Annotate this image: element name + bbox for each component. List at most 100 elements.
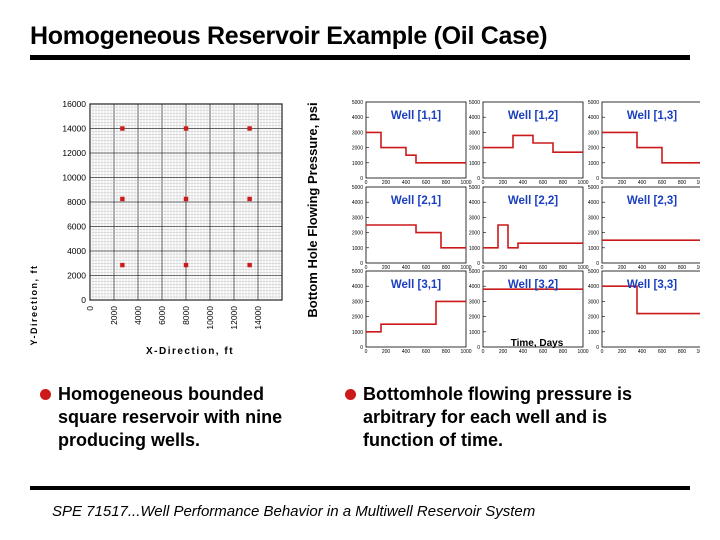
panel-y-tick-label: 3000 <box>352 299 363 305</box>
panel-x-tick-label: 0 <box>601 349 604 355</box>
well-panel: 0 1000 2000 3000 4000 5000 0 200 400 600 800 1000 We… <box>352 100 472 186</box>
panel-y-tick-label: 4000 <box>352 284 363 290</box>
panel-y-tick-label: 0 <box>360 345 363 351</box>
panel-x-tick-label: 600 <box>422 265 431 271</box>
bullet-left-text: Homogeneous bounded square reservoir wit… <box>58 384 283 450</box>
panel-x-tick-label: 800 <box>678 265 687 271</box>
panel-y-tick-label: 5000 <box>588 185 599 191</box>
well-marker <box>247 196 252 202</box>
location-y-tick-label: 2000 <box>67 271 86 281</box>
panel-x-tick-label: 800 <box>678 180 687 186</box>
panel-y-tick-label: 1000 <box>352 330 363 336</box>
panel-x-tick-label: 600 <box>539 180 548 186</box>
panel-y-tick-label: 4000 <box>352 200 363 206</box>
panel-y-tick-label: 0 <box>596 176 599 182</box>
panel-y-tick-label: 0 <box>477 176 480 182</box>
panel-y-tick-label: 2000 <box>352 231 363 237</box>
panel-y-tick-label: 3000 <box>352 130 363 136</box>
panel-x-tick-label: 0 <box>601 180 604 186</box>
well-panel: 0 1000 2000 3000 4000 5000 0 200 400 600 800 1000 We… <box>469 185 589 271</box>
pressure-x-axis-label: Time, Days <box>511 338 564 349</box>
well-marker <box>183 126 189 131</box>
panel-x-tick-label: 800 <box>559 180 568 186</box>
panel-plot-area <box>601 270 700 348</box>
location-x-axis-label: X-Direction, ft <box>146 346 234 357</box>
pressure-series-line <box>366 300 466 333</box>
panel-x-tick-label: 0 <box>482 180 485 186</box>
panel-plot-area <box>601 101 700 179</box>
panel-y-tick-label: 4000 <box>588 200 599 206</box>
well-panel-label: Well [2,2] <box>508 195 558 207</box>
location-y-tick-label: 0 <box>81 295 86 305</box>
well-panel: 0 1000 2000 3000 4000 5000 0 200 400 600 800 1000 We… <box>588 100 700 186</box>
panel-y-tick-label: 4000 <box>469 115 480 121</box>
panel-x-tick-label: 800 <box>559 265 568 271</box>
panel-x-tick-label: 600 <box>539 349 548 355</box>
pressure-series-line <box>366 224 466 249</box>
location-x-tick-label: 4000 <box>133 306 143 325</box>
well-panel-label: Well [2,3] <box>627 195 677 207</box>
panel-x-tick-label: 600 <box>658 180 667 186</box>
panel-x-tick-label: 800 <box>559 349 568 355</box>
panel-x-tick-label: 600 <box>658 349 667 355</box>
location-grid <box>89 103 283 301</box>
panel-y-tick-label: 1000 <box>469 161 480 167</box>
well-marker <box>120 196 125 202</box>
panel-x-tick-label: 1000 <box>577 349 588 355</box>
bullet-right: Bottomhole flowing pressure is arbitrary… <box>345 383 673 452</box>
well-marker <box>183 196 189 202</box>
well-panel-label: Well [3,3] <box>627 279 677 291</box>
location-y-tick-label: 16000 <box>62 100 86 109</box>
panel-x-tick-label: 600 <box>422 180 431 186</box>
panel-x-tick-label: 200 <box>499 349 508 355</box>
location-x-tick-label: 6000 <box>157 306 167 325</box>
panel-x-tick-label: 0 <box>482 349 485 355</box>
bullet-left: Homogeneous bounded square reservoir wit… <box>40 383 318 452</box>
location-y-tick-label: 10000 <box>62 173 86 183</box>
footer-citation: SPE 71517...Well Performance Behavior in… <box>52 503 536 520</box>
well-panel: 0 1000 2000 3000 4000 5000 0 200 400 600 800 1000 We… <box>588 269 700 355</box>
panel-y-tick-label: 3000 <box>588 299 599 305</box>
panel-plot-area <box>601 186 700 264</box>
panel-x-tick-label: 200 <box>618 349 627 355</box>
panel-x-tick-label: 600 <box>422 349 431 355</box>
location-tick-labels: 0 2000 4000 6000 8000 10000 12000 14000 16000 0 20… <box>62 100 263 330</box>
panel-y-tick-label: 1000 <box>588 246 599 252</box>
panel-y-tick-label: 3000 <box>469 215 480 221</box>
location-y-tick-label: 8000 <box>67 197 86 207</box>
panel-y-tick-label: 3000 <box>469 130 480 136</box>
panel-y-tick-label: 2000 <box>352 315 363 321</box>
panel-y-tick-label: 2000 <box>352 146 363 152</box>
panel-x-tick-label: 0 <box>601 265 604 271</box>
panel-y-tick-label: 5000 <box>352 185 363 191</box>
panel-x-tick-label: 600 <box>658 265 667 271</box>
panel-y-tick-label: 4000 <box>469 284 480 290</box>
well-panel: 0 1000 2000 3000 4000 5000 0 200 400 600 800 1000 We… <box>352 185 472 271</box>
panel-x-tick-label: 200 <box>382 349 391 355</box>
location-x-tick-label: 0 <box>85 306 95 311</box>
well-marker <box>120 126 125 131</box>
panel-y-tick-label: 2000 <box>588 146 599 152</box>
location-x-tick-label: 10000 <box>205 306 215 330</box>
bottom-divider <box>30 486 690 490</box>
panel-x-tick-label: 1000 <box>460 265 471 271</box>
panel-y-tick-label: 2000 <box>469 315 480 321</box>
pressure-series-line <box>602 285 700 315</box>
panel-x-tick-label: 400 <box>402 180 411 186</box>
well-marker <box>120 262 125 268</box>
panel-x-tick-label: 800 <box>678 349 687 355</box>
panel-x-tick-label: 400 <box>519 265 528 271</box>
panel-x-tick-label: 200 <box>499 265 508 271</box>
panel-x-tick-label: 0 <box>365 180 368 186</box>
panel-x-tick-label: 400 <box>402 265 411 271</box>
location-x-tick-label: 14000 <box>253 306 263 330</box>
pressure-panels-chart: Bottom Hole Flowing Pressure, psi 0 1000 2… <box>305 100 700 355</box>
panel-x-tick-label: 800 <box>442 349 451 355</box>
panel-x-tick-label: 600 <box>539 265 548 271</box>
panel-y-tick-label: 1000 <box>588 330 599 336</box>
location-x-tick-label: 8000 <box>181 306 191 325</box>
pressure-series-line <box>602 131 700 164</box>
well-panel-label: Well [1,3] <box>627 110 677 122</box>
panel-y-tick-label: 1000 <box>469 246 480 252</box>
